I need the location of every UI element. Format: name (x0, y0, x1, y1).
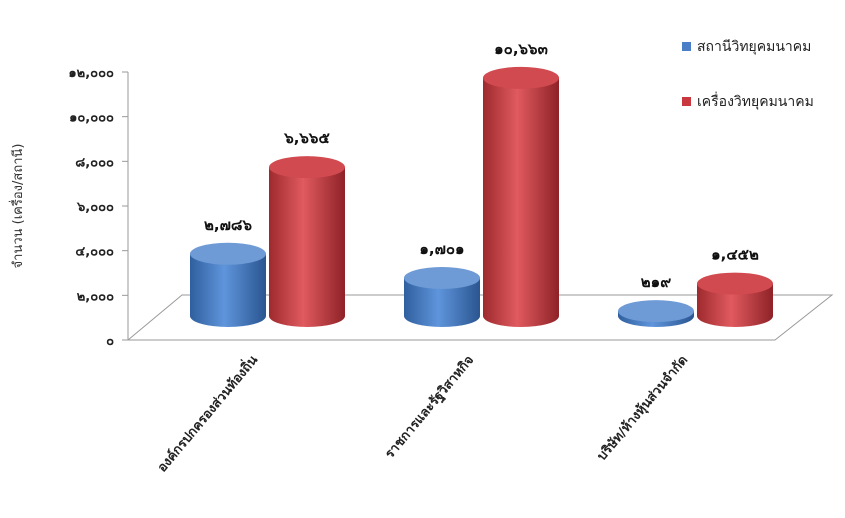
bar-top (269, 156, 345, 179)
y-tick-label: ๐ (106, 334, 114, 349)
legend-item-1: เครื่องวิทยุคมนาคม (682, 92, 814, 110)
x-category-label: องค์กรปกครองส่วนท้องถิ่น (153, 351, 262, 475)
legend-label-0: สถานีวิทยุคมนาคม (697, 39, 811, 55)
legend-swatch-0 (682, 42, 691, 51)
y-tick-label: ๒,๐๐๐ (77, 289, 114, 304)
data-label: ๒,๗๘๖ (204, 216, 252, 234)
y-tick-label: ๑๒,๐๐๐ (68, 66, 114, 81)
bar-equipment-2 (697, 272, 773, 327)
bar-top (190, 242, 266, 265)
bar-body (483, 77, 559, 316)
legend: สถานีวิทยุคมนาคม เครื่องวิทยุคมนาคม (682, 39, 814, 110)
y-axis: ๐ ๒,๐๐๐ ๔,๐๐๐ ๖,๐๐๐ ๘,๐๐๐ ๑๐,๐๐๐ ๑๒,๐๐๐ (68, 66, 129, 349)
bar-equipment-1 (483, 66, 559, 327)
bar-station-0 (190, 242, 266, 327)
x-category-label: บริษัท/ห้างหุ้นส่วนจำกัด (594, 352, 691, 464)
legend-swatch-1 (682, 97, 691, 106)
y-tick-label: ๔,๐๐๐ (75, 245, 114, 260)
data-label: ๑,๔๕๒ (711, 246, 759, 264)
legend-label-1: เครื่องวิทยุคมนาคม (697, 92, 814, 110)
bar-equipment-0 (269, 156, 345, 327)
x-axis-categories: องค์กรปกครองส่วนท้องถิ่น ราชการและรัฐวิสา… (153, 351, 691, 475)
legend-item-0: สถานีวิทยุคมนาคม (682, 39, 811, 55)
bar-top (404, 267, 480, 290)
y-tick-label: ๑๐,๐๐๐ (69, 111, 114, 126)
bar-body (269, 167, 345, 316)
data-label: ๑,๗๐๑ (419, 240, 464, 258)
data-label: ๒๑๙ (641, 273, 671, 291)
bars (190, 66, 773, 327)
x-category-label: ราชการและรัฐวิสาหกิจ (382, 353, 477, 462)
bar-station-1 (404, 267, 480, 327)
y-tick-label: ๖,๐๐๐ (76, 200, 114, 215)
data-label: ๑๐,๖๖๓ (494, 40, 548, 58)
data-label: ๖,๖๖๕ (283, 129, 330, 147)
y-ticks: ๐ ๒,๐๐๐ ๔,๐๐๐ ๖,๐๐๐ ๘,๐๐๐ ๑๐,๐๐๐ ๑๒,๐๐๐ (68, 66, 128, 349)
y-tick-label: ๘,๐๐๐ (75, 155, 114, 170)
bar-top (618, 300, 694, 323)
bar-station-2 (618, 300, 694, 327)
y-axis-title: จำนวน (เครื่อง/สถานี) (9, 144, 26, 269)
bar-top (483, 66, 559, 89)
bar-top (697, 272, 773, 295)
